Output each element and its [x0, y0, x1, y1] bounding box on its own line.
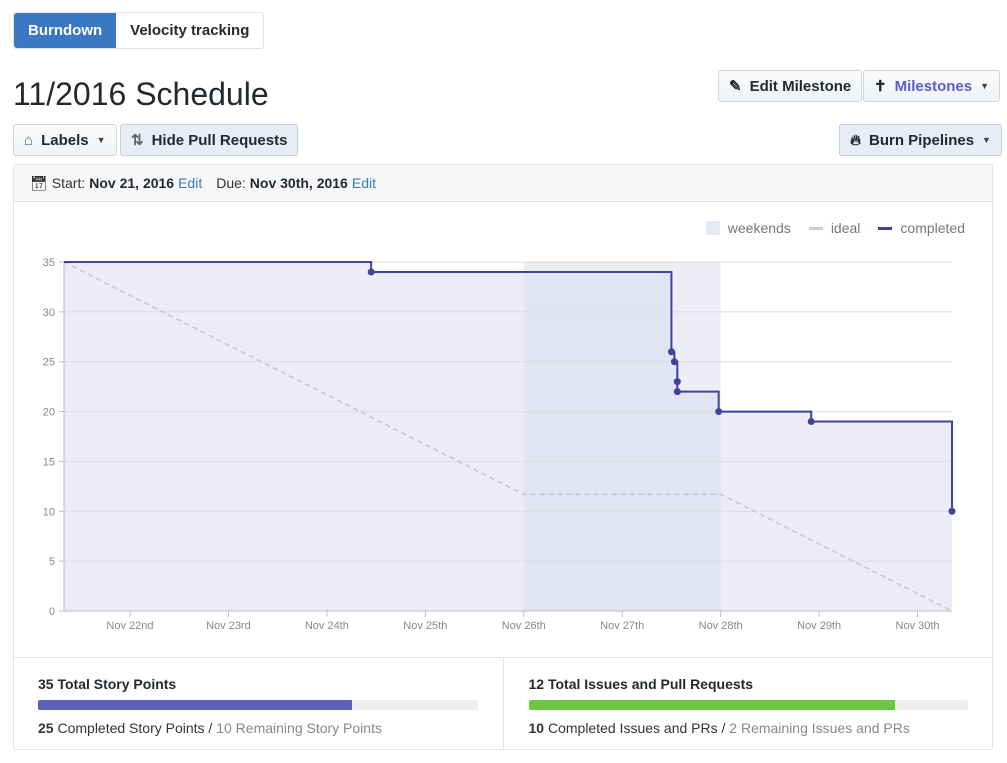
completed-point [807, 418, 815, 426]
completed-point [367, 268, 375, 276]
caret-down-icon: ▼ [982, 135, 991, 145]
y-tick-label: 20 [43, 407, 55, 419]
tab-burndown[interactable]: Burndown [14, 13, 117, 48]
x-tick-label: Nov 24th [305, 620, 349, 632]
burndown-panel: 📅︎ Start: Nov 21, 2016 Edit Due: Nov 30th,… [13, 164, 993, 750]
x-tick-label: Nov 23rd [206, 620, 251, 632]
calendar-icon: 📅︎ [30, 174, 48, 191]
labels-dropdown[interactable]: ⌂ Labels ▼ [13, 124, 117, 156]
y-tick-label: 35 [43, 257, 55, 269]
tab-velocity-tracking[interactable]: Velocity tracking [130, 22, 250, 39]
edit-milestone-button[interactable]: ✎ Edit Milestone [718, 70, 863, 102]
completed-point [667, 348, 675, 356]
y-tick-label: 30 [43, 307, 55, 319]
x-tick-label: Nov 25th [403, 620, 447, 632]
flame-icon: 🔥︎ [850, 131, 862, 149]
y-tick-label: 0 [49, 606, 55, 618]
legend-completed[interactable]: completed [878, 220, 965, 236]
caret-down-icon: ▼ [980, 81, 990, 91]
pencil-icon: ✎ [729, 78, 742, 95]
hide-pull-requests-button[interactable]: ⇅ Hide Pull Requests [120, 124, 299, 156]
stats-footer: 35 Total Story Points 25 Completed Story… [13, 657, 993, 750]
weekend-band [523, 262, 721, 611]
story-points-progress [38, 700, 478, 710]
ideal-line [63, 261, 953, 612]
tag-icon: ⌂ [24, 131, 34, 149]
completed-point [948, 507, 956, 515]
page-title: 11/2016 Schedule [13, 76, 269, 112]
issues-progress-fill [528, 700, 895, 710]
edit-due-link[interactable]: Edit [351, 175, 376, 191]
completed-point [715, 408, 723, 416]
completed-point [670, 358, 678, 366]
issues-stat: 12 Total Issues and Pull Requests 10 Com… [502, 658, 994, 750]
y-tick-label: 5 [49, 556, 55, 568]
edit-start-link[interactable]: Edit [178, 175, 203, 191]
date-range-header: 📅︎ Start: Nov 21, 2016 Edit Due: Nov 30th,… [14, 165, 992, 202]
story-points-progress-fill [38, 700, 352, 710]
completed-point [673, 388, 681, 396]
caret-down-icon: ▼ [96, 135, 106, 145]
legend-ideal[interactable]: ideal [808, 220, 860, 236]
y-tick-label: 15 [43, 456, 55, 468]
completed-point [673, 378, 681, 386]
burn-pipelines-dropdown[interactable]: 🔥︎ Burn Pipelines ▼ [839, 124, 1002, 156]
completed-line [64, 261, 953, 512]
x-tick-label: Nov 29th [797, 620, 841, 632]
x-tick-label: Nov 30th [896, 620, 940, 632]
ideal-swatch [808, 226, 823, 230]
view-tabs: Burndown Velocity tracking [13, 12, 265, 49]
x-tick-label: Nov 26th [502, 620, 546, 632]
completed-area [64, 262, 952, 611]
completed-swatch [878, 226, 893, 230]
chart-legend: weekends ideal completed [705, 220, 965, 236]
x-tick-label: Nov 27th [600, 620, 644, 632]
story-points-stat: 35 Total Story Points 25 Completed Story… [13, 658, 503, 750]
milestone-icon: ✝ [874, 78, 887, 95]
legend-weekends[interactable]: weekends [705, 220, 791, 236]
pull-request-icon: ⇅ [131, 132, 144, 149]
x-tick-label: Nov 22nd [106, 620, 153, 632]
x-tick-label: Nov 28th [699, 620, 743, 632]
milestones-dropdown[interactable]: ✝ Milestones ▼ [863, 70, 1001, 102]
issues-progress [528, 700, 968, 710]
y-tick-label: 25 [43, 357, 55, 369]
y-tick-label: 10 [43, 506, 55, 518]
weekend-swatch [705, 221, 720, 235]
